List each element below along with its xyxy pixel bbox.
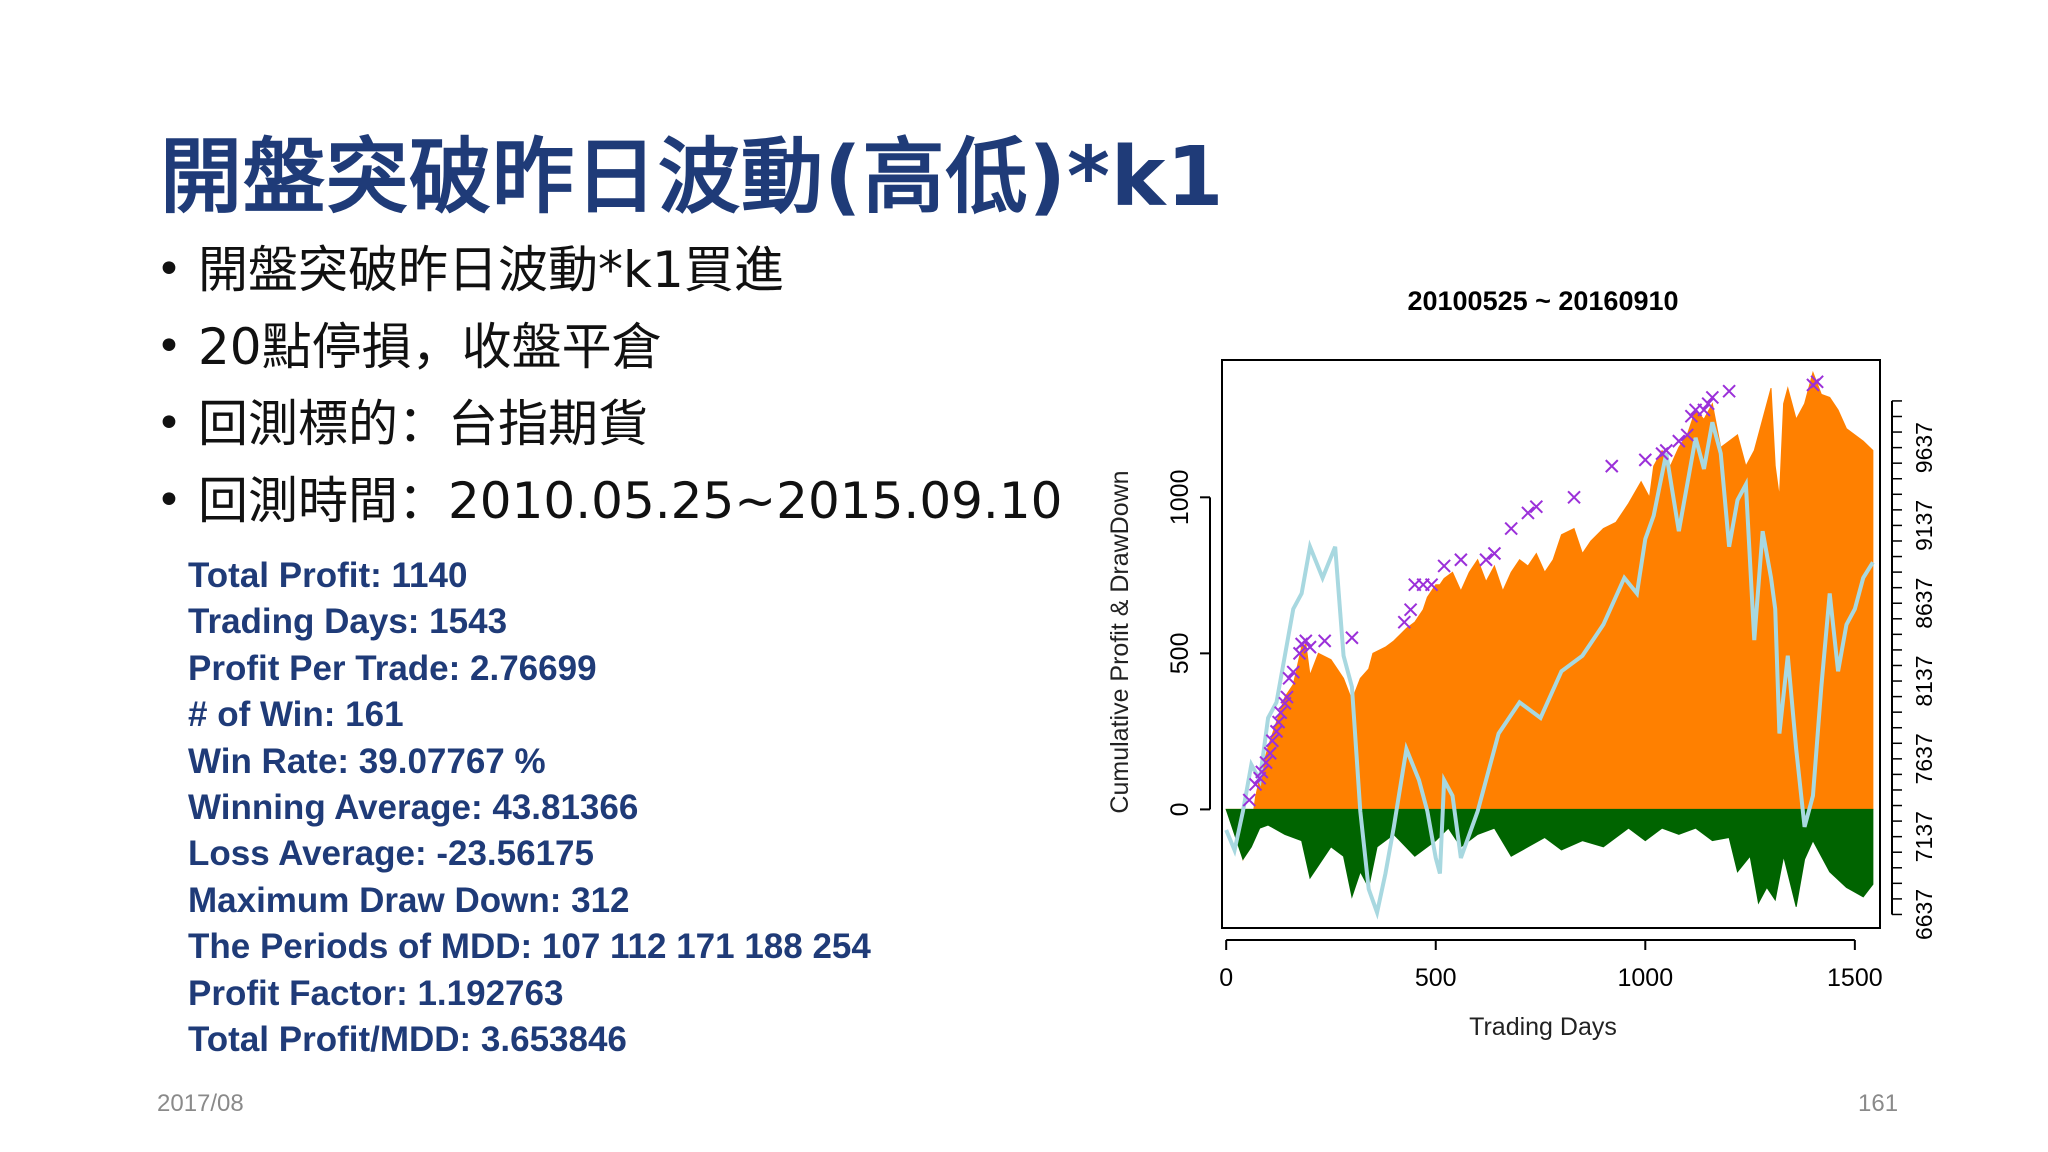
stat-profit-mdd: Total Profit/MDD: 3.653846 [188, 1019, 627, 1059]
trade-marker [1521, 506, 1535, 520]
x-tick-label: 1500 [1827, 964, 1883, 992]
trade-marker [1487, 546, 1502, 561]
trade-marker [1345, 631, 1359, 645]
x-tick-label: 500 [1415, 964, 1457, 992]
stat-winning-average: Winning Average: 43.81366 [188, 787, 639, 827]
trade-marker [1810, 375, 1824, 389]
trade-marker [1684, 409, 1699, 423]
trade-marker [1659, 443, 1673, 458]
x-tick-label: 0 [1219, 964, 1233, 992]
trade-marker [1397, 615, 1412, 629]
y2-tick-label: 9137 [1911, 500, 1937, 551]
page-number: 161 [1858, 1090, 1899, 1117]
index-line-layer [1224, 421, 1875, 920]
stats-block: Total Profit: 1140 Trading Days: 1543 Pr… [188, 553, 871, 1063]
trade-marker [1259, 755, 1273, 770]
axes-layer: 0 500 1000 1500 0 500 1000 6637 7137 7637 8137 8637… [1166, 359, 1937, 992]
trade-marker [1424, 577, 1439, 592]
y2-tick-label: 8637 [1911, 578, 1937, 629]
stat-profit-factor: Profit Factor: 1.192763 [188, 973, 564, 1013]
profit-area-layer [1225, 370, 1874, 862]
y-tick-label: 0 [1166, 802, 1194, 816]
stat-trading-days: Trading Days: 1543 [188, 602, 508, 642]
trade-marker [1529, 499, 1544, 514]
trade-marker [1504, 521, 1518, 536]
trade-marker [1263, 746, 1277, 760]
trade-marker [1303, 640, 1317, 654]
stat-win-rate: Win Rate: 39.07767 % [188, 741, 546, 781]
trade-marker [1248, 777, 1263, 792]
profit-area [1225, 370, 1874, 862]
trade-marker [1638, 453, 1653, 467]
trade-marker [1403, 602, 1418, 617]
bullet-item: 20點停損，收盤平倉 [156, 317, 1062, 394]
trade-marker [1567, 490, 1581, 505]
trade-marker [1265, 734, 1279, 748]
stat-profit-per-trade: Profit Per Trade: 2.76699 [188, 648, 597, 688]
trade-marker [1317, 634, 1332, 648]
marker-layer [1242, 375, 1824, 807]
stat-max-drawdown: Maximum Draw Down: 312 [188, 880, 630, 920]
stat-total-profit: Total Profit: 1140 [188, 556, 468, 595]
y2-tick-label: 6637 [1911, 889, 1937, 940]
footer-date: 2017/08 [157, 1090, 244, 1117]
chart-title: 20100525 ~ 20160910 [1407, 286, 1678, 316]
y2-tick-label: 7637 [1911, 733, 1937, 784]
y2-tick-label: 8137 [1911, 655, 1937, 706]
bullet-list: 開盤突破昨日波動*k1買進 20點停損，收盤平倉 回測標的：台指期貨 回測時間：… [156, 240, 1062, 548]
trade-marker [1479, 553, 1493, 567]
trade-marker [1255, 765, 1269, 779]
stat-loss-average: Loss Average: -23.56175 [188, 834, 594, 874]
trade-marker [1282, 671, 1296, 686]
stat-mdd-periods: The Periods of MDD: 107 112 171 188 254 [188, 927, 871, 967]
drawdown-area [1225, 808, 1874, 907]
trade-marker [1605, 459, 1619, 473]
trade-marker [1273, 705, 1288, 720]
trade-marker [1672, 434, 1686, 448]
trade-marker [1280, 690, 1294, 704]
bullet-item: 回測標的：台指期貨 [156, 394, 1062, 471]
trade-marker [1286, 665, 1300, 679]
y2-tick-label: 9637 [1911, 422, 1937, 473]
trade-marker [1697, 403, 1711, 417]
plot-frame [1221, 359, 1881, 929]
slide-title: 開盤突破昨日波動(高低)*k1 [160, 130, 1225, 225]
y-tick-label: 1000 [1166, 470, 1194, 526]
index-line [1224, 421, 1875, 920]
trade-marker [1701, 396, 1715, 411]
trade-marker [1680, 428, 1694, 442]
x-tick-label: 1000 [1617, 964, 1673, 992]
stat-num-win: # of Win: 161 [188, 695, 404, 735]
y2-tick-label: 7137 [1911, 811, 1937, 862]
y-axis-label: Cumulative Profit & DrawDown [1106, 470, 1134, 813]
trade-marker [1454, 553, 1468, 567]
x-axis-label: Trading Days [1469, 1013, 1617, 1041]
trade-marker [1299, 634, 1313, 648]
trade-marker [1722, 384, 1736, 398]
bullet-item: 開盤突破昨日波動*k1買進 [156, 240, 1062, 317]
y-tick-label: 500 [1166, 633, 1194, 675]
trade-marker [1705, 390, 1720, 405]
bullet-item: 回測時間：2010.05.25~2015.09.10 [156, 471, 1062, 548]
trade-marker [1437, 559, 1451, 573]
trade-marker [1242, 793, 1256, 807]
drawdown-area-layer [1225, 808, 1874, 907]
